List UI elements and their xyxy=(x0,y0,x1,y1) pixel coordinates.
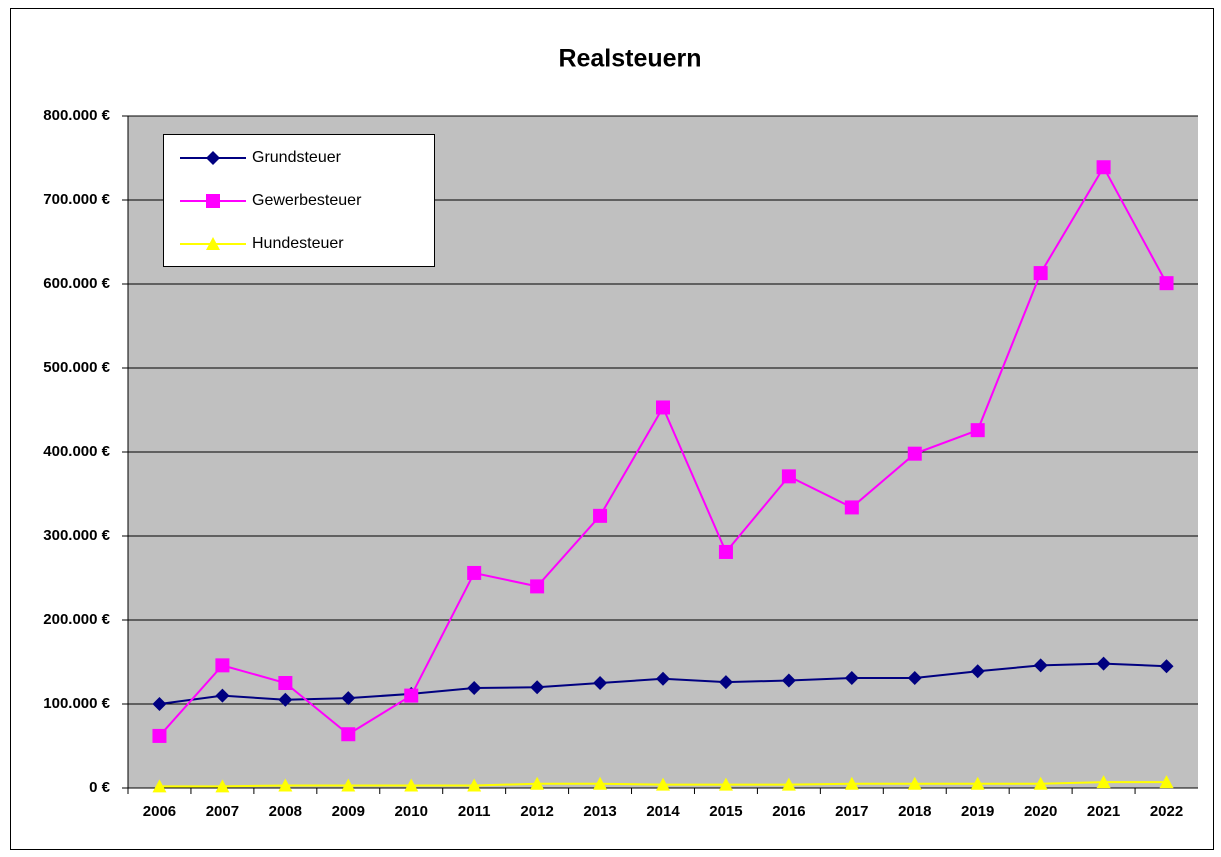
x-tick-label: 2008 xyxy=(269,803,302,820)
data-point xyxy=(593,508,608,523)
data-point xyxy=(1096,160,1111,175)
data-point xyxy=(656,777,670,791)
x-tick-label: 2012 xyxy=(520,803,553,820)
x-tick-label: 2018 xyxy=(898,803,931,820)
data-point xyxy=(907,776,922,790)
data-point xyxy=(718,675,733,690)
data-point xyxy=(341,778,356,792)
x-tick-label: 2010 xyxy=(395,803,428,820)
y-tick-label: 100.000 € xyxy=(43,695,110,712)
data-point xyxy=(844,670,859,685)
data-point xyxy=(530,680,545,695)
x-tick-label: 2022 xyxy=(1150,803,1183,820)
x-tick-label: 2019 xyxy=(961,803,994,820)
data-point xyxy=(844,776,859,790)
data-point xyxy=(152,697,167,711)
data-point xyxy=(530,579,545,594)
x-tick-label: 2011 xyxy=(458,803,491,820)
data-point xyxy=(1159,276,1174,291)
data-point xyxy=(781,777,796,791)
x-tick-label: 2014 xyxy=(646,803,680,820)
data-point xyxy=(970,664,985,679)
data-point xyxy=(278,692,293,707)
data-point xyxy=(1159,659,1174,674)
data-point xyxy=(341,691,356,706)
data-point xyxy=(215,658,230,673)
data-point xyxy=(718,777,733,791)
data-point xyxy=(1096,775,1111,789)
data-point xyxy=(1033,266,1048,281)
data-point xyxy=(530,776,545,790)
data-point xyxy=(844,500,859,515)
x-tick-label: 2017 xyxy=(835,803,868,820)
data-point xyxy=(593,776,608,790)
data-point xyxy=(1033,658,1048,673)
data-point xyxy=(781,469,796,484)
y-tick-label: 200.000 € xyxy=(43,611,110,628)
data-point xyxy=(152,728,167,743)
data-point xyxy=(1096,656,1111,671)
y-tick-label: 0 € xyxy=(89,779,111,796)
legend-label: Grundsteuer xyxy=(252,149,342,166)
x-tick-label: 2021 xyxy=(1087,803,1120,820)
y-tick-label: 800.000 € xyxy=(43,107,110,124)
data-point xyxy=(215,779,230,793)
x-tick-label: 2015 xyxy=(709,803,742,820)
y-tick-label: 600.000 € xyxy=(43,275,110,292)
data-point xyxy=(970,423,985,438)
legend-label: Hundesteuer xyxy=(252,235,344,252)
data-point xyxy=(404,778,419,792)
data-point xyxy=(656,400,670,415)
x-tick-label: 2016 xyxy=(772,803,805,820)
data-point xyxy=(278,676,293,690)
data-point xyxy=(907,670,922,685)
y-tick-label: 500.000 € xyxy=(43,359,110,376)
legend-marker xyxy=(206,151,220,165)
y-tick-label: 400.000 € xyxy=(43,443,110,460)
data-point xyxy=(341,727,356,742)
data-point xyxy=(404,688,419,703)
data-point xyxy=(1033,776,1048,790)
x-tick-label: 2007 xyxy=(206,803,239,820)
data-point xyxy=(781,673,796,688)
data-point xyxy=(467,681,482,696)
data-point xyxy=(970,776,985,790)
data-point xyxy=(467,565,482,580)
x-tick-label: 2009 xyxy=(332,803,365,820)
data-point xyxy=(718,544,733,559)
legend-label: Gewerbesteuer xyxy=(252,192,362,209)
legend-marker xyxy=(206,194,220,208)
data-point xyxy=(152,779,167,793)
data-point xyxy=(907,446,922,461)
data-point xyxy=(593,676,608,690)
x-tick-label: 2013 xyxy=(583,803,616,820)
y-tick-label: 300.000 € xyxy=(43,527,110,544)
data-point xyxy=(1159,775,1174,789)
legend-marker xyxy=(206,237,220,250)
x-tick-label: 2020 xyxy=(1024,803,1057,820)
x-tick-label: 2006 xyxy=(143,803,176,820)
y-tick-label: 700.000 € xyxy=(43,191,110,208)
chart-title: Realsteuern xyxy=(558,45,701,73)
data-point xyxy=(467,778,482,792)
data-point xyxy=(215,688,230,703)
data-point xyxy=(656,671,670,686)
data-point xyxy=(278,778,293,792)
